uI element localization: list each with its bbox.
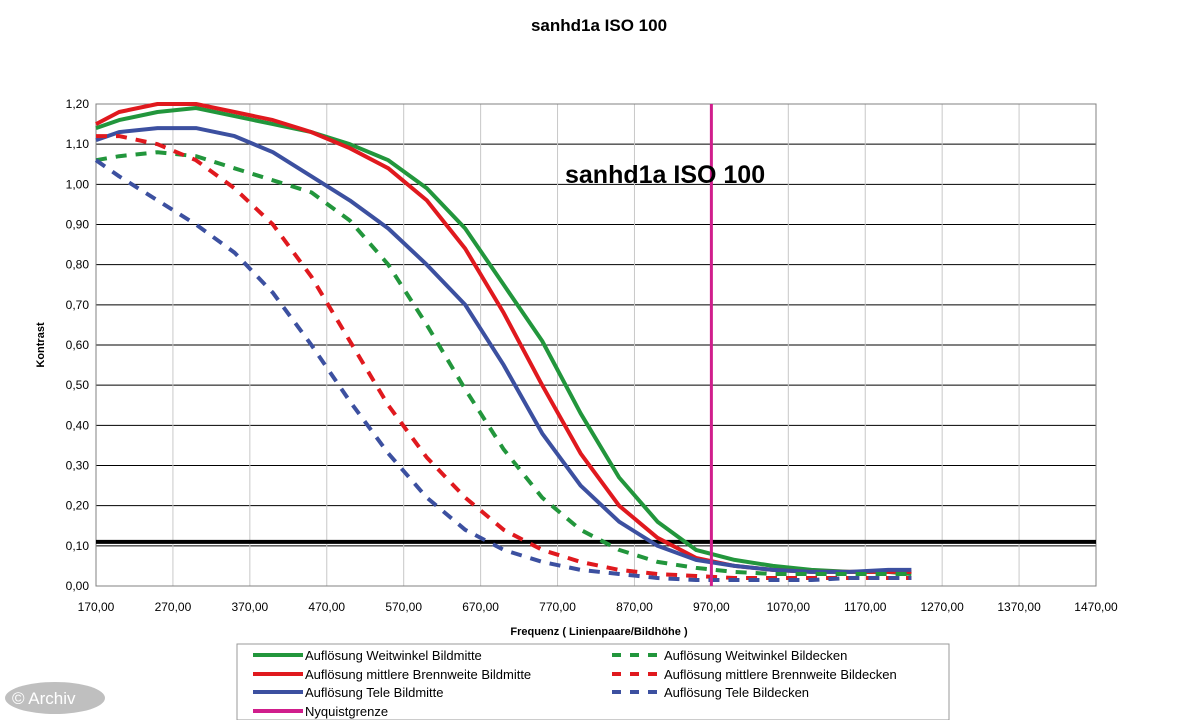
series-line-aufl-sung-weitwinkel-bildmitte [95,106,912,576]
series-layer [94,102,1096,586]
legend-label: Auflösung Tele Bildmitte [305,685,444,700]
y-tick-labels: 0,00 0,10 0,20 0,30 0,40 0,50 0,60 0,70 0,80 0,90… [66,97,90,593]
y-tick-label: 0,80 [66,258,90,272]
plot-area [95,103,1097,587]
x-tick-labels: 170,00 270,00 370,00 470,00 570,00 670,00 770,… [78,600,1118,614]
legend-label: Auflösung mittlere Brennweite Bildecken [664,667,897,682]
x-tick-label: 570,00 [385,600,422,614]
x-tick-label: 1170,00 [844,600,887,614]
y-tick-label: 0,30 [66,459,90,473]
legend-label: Auflösung Weitwinkel Bildmitte [305,648,482,663]
x-tick-label: 1270,00 [920,600,964,614]
legend-box [236,643,950,720]
watermark: © Archiv [12,689,76,708]
series-line-aufl-sung-tele-bildecken [94,158,912,582]
legend-label: Auflösung Weitwinkel Bildecken [664,648,847,663]
series-line-aufl-sung-mittlere-brennweite-bildecken [96,134,912,580]
x-tick-label: 1470,00 [1074,600,1118,614]
x-tick-label: 1070,00 [767,600,811,614]
legend-label: Auflösung mittlere Brennweite Bildmitte [305,667,531,682]
series-line-aufl-sung-weitwinkel-bildecken [95,150,912,576]
x-tick-label: 970,00 [693,600,730,614]
y-tick-label: 0,00 [66,579,90,593]
y-tick-label: 1,00 [66,177,90,191]
y-tick-label: 0,40 [66,418,90,432]
legend-label: Auflösung Tele Bildecken [664,685,809,700]
grid [95,103,1097,587]
x-tick-label: 670,00 [462,600,499,614]
legend: Auflösung Weitwinkel Bildmitte Auflösung … [236,643,950,720]
x-tick-label: 1370,00 [997,600,1041,614]
y-tick-label: 0,10 [66,539,90,553]
y-tick-label: 0,60 [66,338,90,352]
chart-title: sanhd1a ISO 100 [531,16,667,35]
y-tick-label: 1,20 [66,97,90,111]
watermark-backdrop [5,682,105,714]
y-tick-label: 1,10 [66,137,90,151]
series-line-aufl-sung-tele-bildmitte [95,126,912,574]
x-tick-label: 870,00 [616,600,653,614]
x-tick-label: 170,00 [78,600,115,614]
x-tick-label: 470,00 [308,600,345,614]
y-tick-label: 0,70 [66,298,90,312]
x-tick-label: 270,00 [155,600,192,614]
y-tick-label: 0,90 [66,218,90,232]
x-axis-label: Frequenz ( Linienpaare/Bildhöhe ) [510,626,688,638]
y-tick-label: 0,20 [66,499,90,513]
y-axis-label: Kontrast [35,322,47,368]
x-tick-label: 370,00 [231,600,268,614]
legend-label: Nyquistgrenze [305,704,388,719]
chart-annotation: sanhd1a ISO 100 [565,161,765,189]
y-tick-label: 0,50 [66,378,90,392]
x-tick-label: 770,00 [539,600,576,614]
